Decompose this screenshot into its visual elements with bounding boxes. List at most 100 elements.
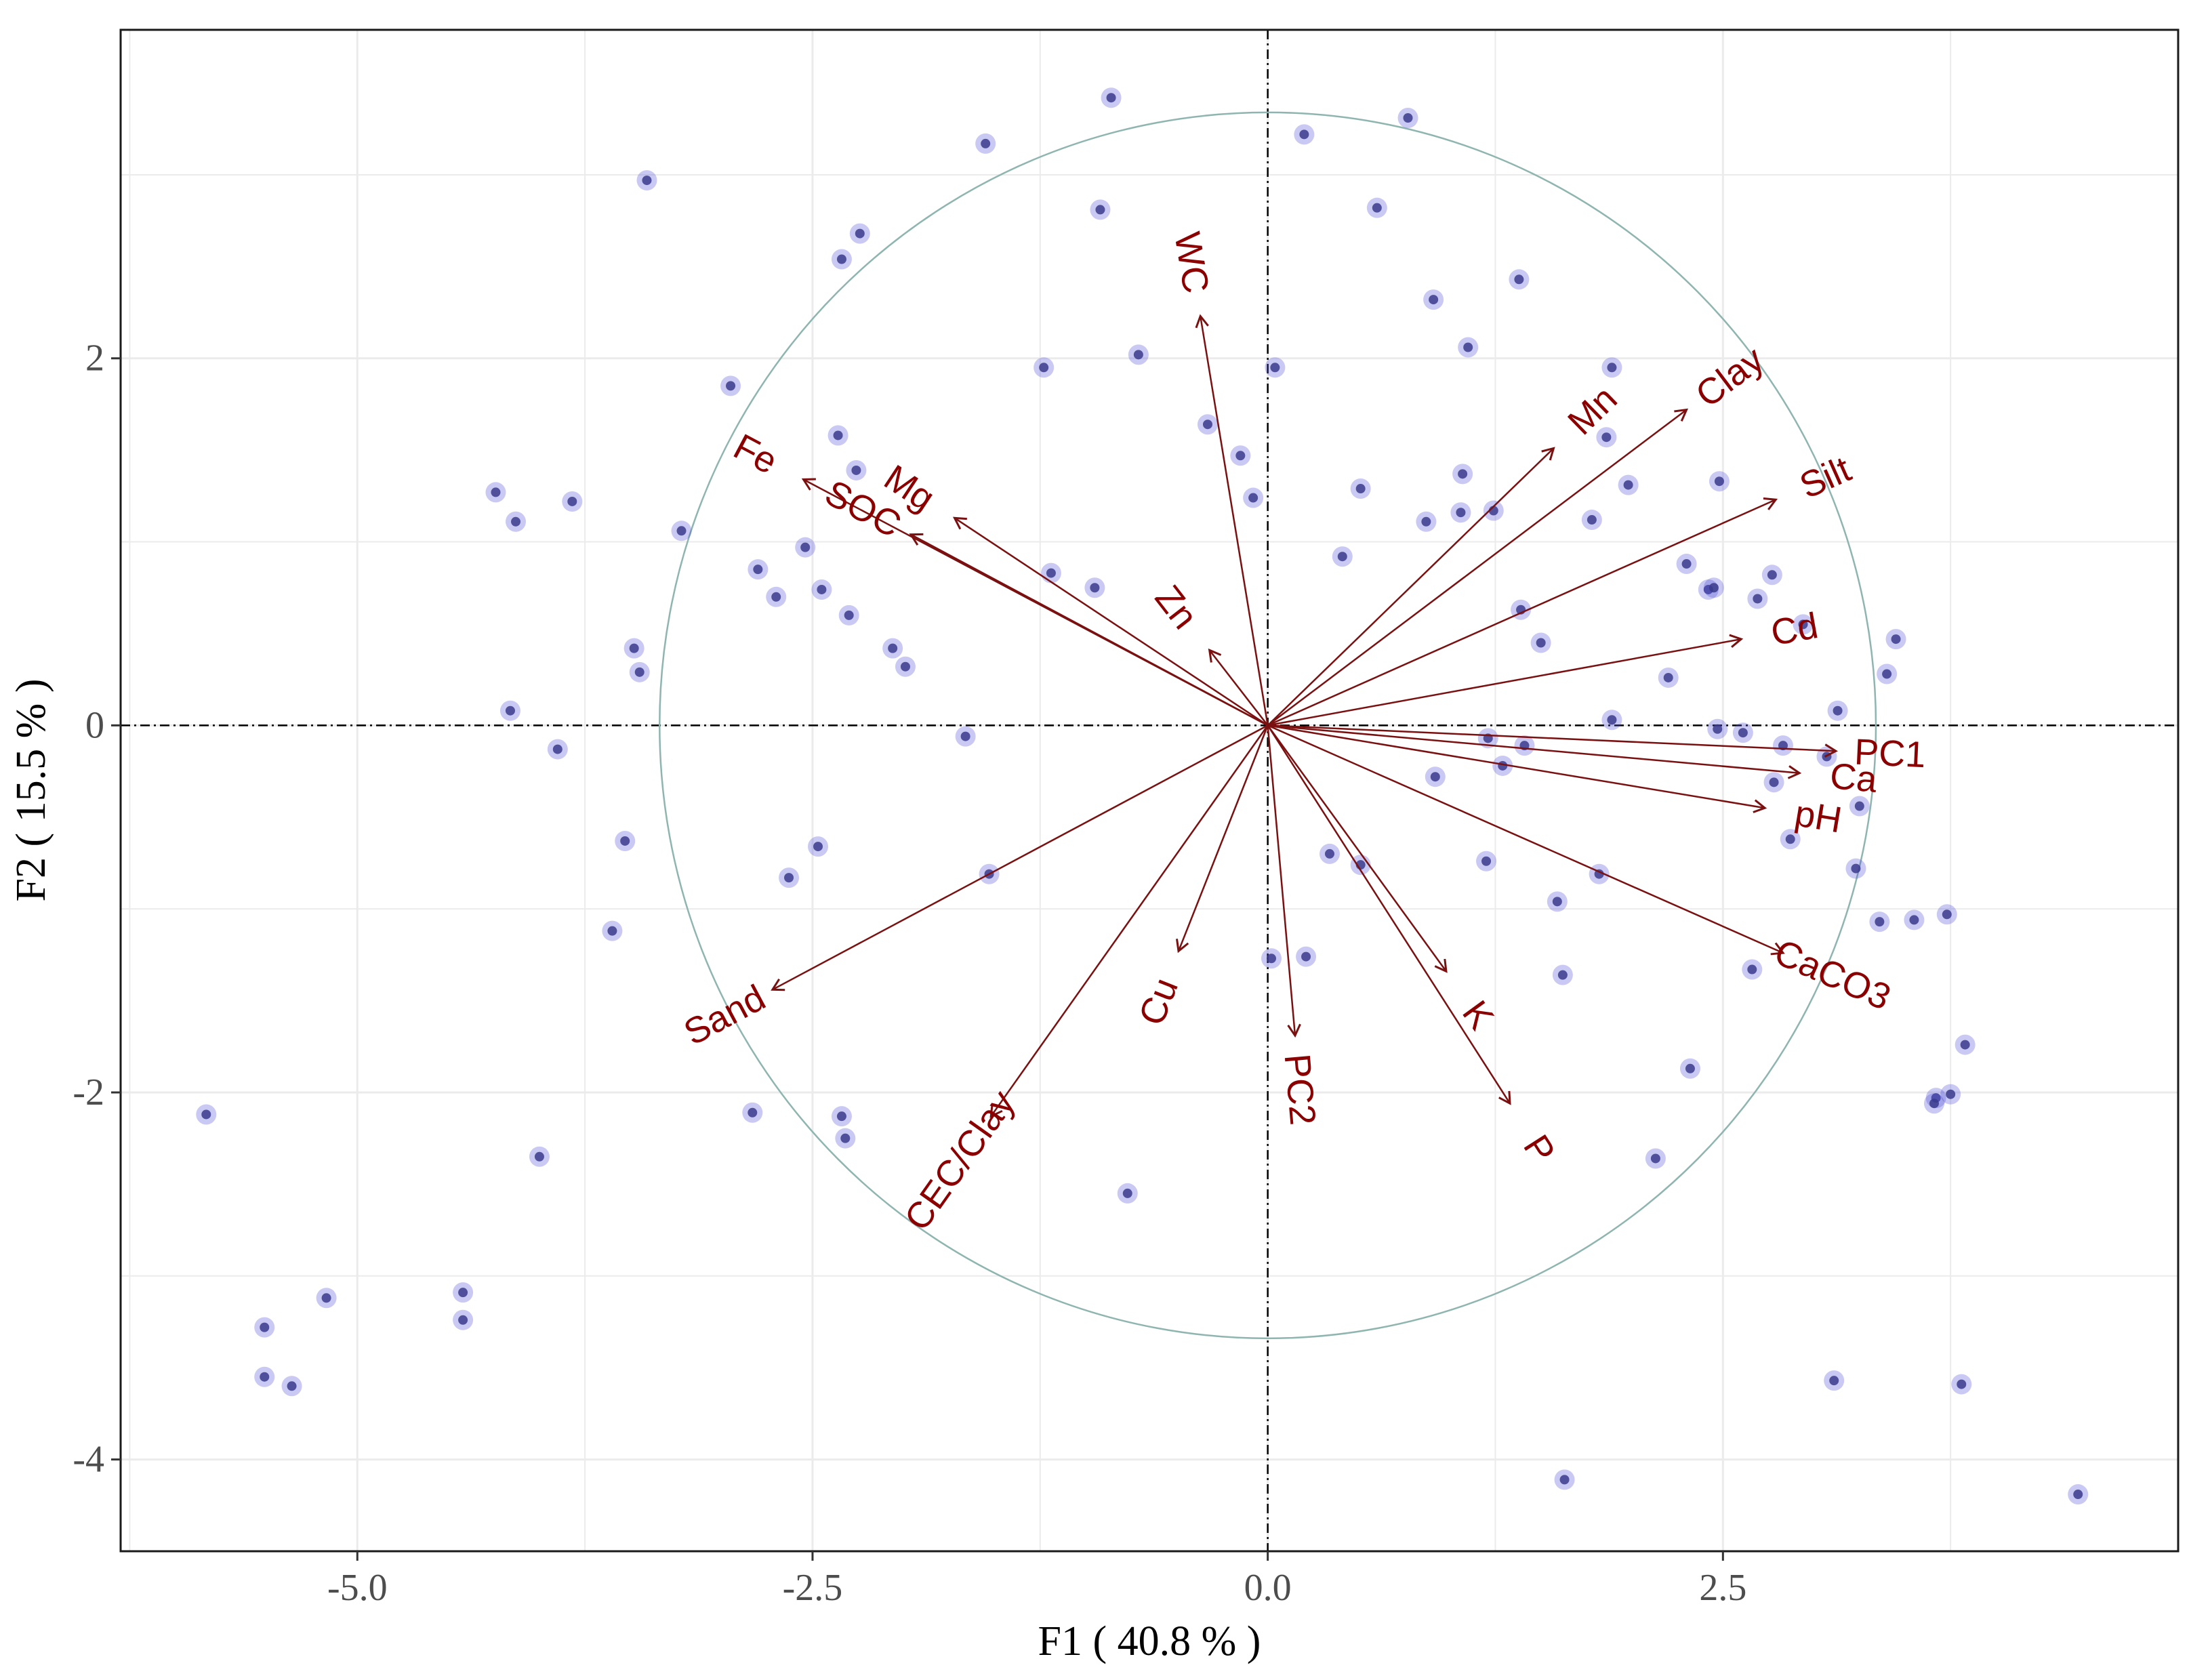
point-core xyxy=(287,1381,297,1391)
point-core xyxy=(1355,484,1366,494)
data-point xyxy=(831,249,852,270)
x-axis-title: F1 ( 40.8 % ) xyxy=(1038,1618,1261,1664)
point-core xyxy=(817,584,827,594)
point-core xyxy=(1685,1063,1695,1073)
data-point xyxy=(1707,718,1728,739)
point-core xyxy=(1709,583,1719,593)
point-core xyxy=(888,643,898,653)
data-point xyxy=(1530,632,1551,653)
point-core xyxy=(321,1293,331,1303)
point-core xyxy=(844,610,854,620)
point-core xyxy=(1882,669,1892,679)
point-core xyxy=(458,1315,468,1325)
grid-lines xyxy=(121,30,2178,1551)
variable-arrows xyxy=(771,314,1838,1118)
plot-background xyxy=(121,30,2178,1551)
point-core xyxy=(629,643,639,653)
data-point xyxy=(562,491,583,512)
data-point xyxy=(831,1106,852,1127)
arrow-wc xyxy=(1195,314,1269,726)
data-point xyxy=(615,830,636,851)
data-point xyxy=(895,656,916,677)
arrow-cecclay xyxy=(989,724,1269,1118)
point-core xyxy=(1747,964,1757,975)
zero-reference-lines xyxy=(121,30,2178,1551)
data-point xyxy=(1763,772,1784,793)
data-point xyxy=(1265,357,1286,378)
point-core xyxy=(1829,1376,1839,1386)
data-point xyxy=(316,1288,337,1309)
point-core xyxy=(1463,342,1473,352)
data-point xyxy=(1601,357,1622,378)
data-point xyxy=(1936,904,1957,925)
data-point xyxy=(1761,565,1782,586)
point-core xyxy=(1587,515,1597,525)
variable-label: Cd xyxy=(1768,605,1822,653)
data-point xyxy=(1197,414,1218,435)
point-core xyxy=(1430,772,1440,782)
point-core xyxy=(1372,203,1382,213)
data-point xyxy=(1554,1469,1575,1490)
point-core xyxy=(1798,619,1808,630)
data-point xyxy=(1230,445,1251,466)
data-point xyxy=(602,920,623,941)
data-point xyxy=(529,1146,550,1167)
point-core xyxy=(726,381,736,391)
data-point xyxy=(1084,577,1105,598)
point-core xyxy=(1738,728,1748,738)
data-point xyxy=(1904,909,1925,930)
point-core xyxy=(800,542,811,552)
arrow-pc2 xyxy=(1267,725,1301,1038)
data-point xyxy=(1732,722,1753,743)
point-core xyxy=(1909,915,1919,925)
data-point xyxy=(2068,1484,2089,1505)
data-point xyxy=(1645,1148,1666,1169)
data-point xyxy=(1483,500,1504,521)
data-point xyxy=(1827,700,1848,721)
point-core xyxy=(1122,1188,1132,1198)
x-axis-ticks: -5.0 -2.5 0.0 2.5 xyxy=(327,1551,1746,1609)
data-point xyxy=(281,1376,302,1397)
data-point xyxy=(779,867,800,888)
data-point xyxy=(846,459,867,480)
point-core xyxy=(1458,469,1468,479)
point-core xyxy=(1039,363,1049,373)
data-point xyxy=(1940,1084,1961,1105)
point-core xyxy=(771,592,781,602)
data-point xyxy=(623,638,645,659)
arrow-silt xyxy=(1267,497,1778,726)
variable-label: WC xyxy=(1166,229,1216,295)
point-core xyxy=(1514,274,1524,285)
data-point xyxy=(196,1104,217,1125)
data-point xyxy=(827,425,848,446)
point-core xyxy=(748,1107,758,1118)
point-core xyxy=(1552,897,1562,907)
point-core xyxy=(1854,801,1864,811)
arrow-fe xyxy=(801,478,1269,726)
point-core xyxy=(1891,634,1901,644)
point-core xyxy=(511,516,521,527)
point-core xyxy=(1767,570,1777,580)
point-core xyxy=(784,873,794,883)
data-point xyxy=(955,726,976,747)
point-core xyxy=(960,731,970,741)
data-point xyxy=(1416,511,1437,532)
point-core xyxy=(1623,480,1633,490)
point-core xyxy=(1299,129,1309,140)
point-core xyxy=(567,496,577,506)
data-point xyxy=(835,1128,856,1149)
y-tick-label: -2 xyxy=(73,1071,104,1113)
point-core xyxy=(1681,559,1692,569)
data-point xyxy=(1849,796,1870,817)
arrow-mn xyxy=(1267,447,1555,726)
point-core xyxy=(1106,93,1116,103)
point-core xyxy=(981,138,991,148)
data-point xyxy=(1117,1183,1138,1204)
point-core xyxy=(1650,1153,1660,1164)
point-core xyxy=(1337,552,1347,562)
point-core xyxy=(260,1322,270,1332)
data-point xyxy=(1845,858,1866,879)
data-point xyxy=(1514,735,1535,756)
data-point xyxy=(1747,588,1768,609)
data-point xyxy=(1040,562,1061,583)
